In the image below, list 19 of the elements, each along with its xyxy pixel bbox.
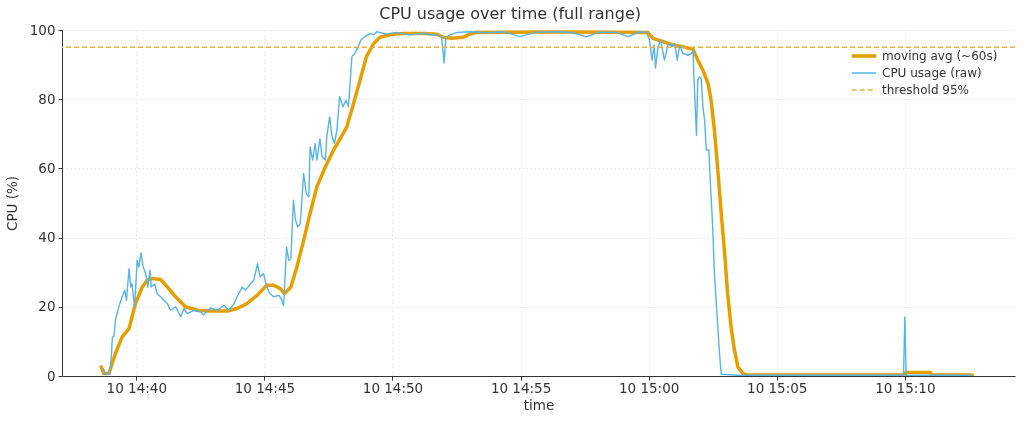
x-tick-label: 10 14:55 (490, 379, 552, 396)
x-axis-title: time (523, 397, 555, 413)
y-tick-label: 60 (38, 159, 56, 176)
y-tick-label: 80 (38, 90, 56, 107)
x-tick-label: 10 15:10 (875, 379, 936, 396)
legend-label: moving avg (~60s) (882, 49, 998, 63)
x-tick-label: 10 15:05 (747, 379, 808, 396)
x-tick-label: 10 15:00 (618, 379, 680, 396)
y-axis-title: CPU (%) (3, 175, 20, 232)
chart-title: CPU usage over time (full range) (379, 4, 641, 23)
legend-label: threshold 95% (882, 83, 969, 97)
x-tick-label: 10 14:50 (362, 379, 424, 396)
y-tick-label: 0 (46, 367, 56, 384)
x-tick-label: 10 14:45 (234, 379, 296, 396)
legend-label: CPU usage (raw) (882, 66, 982, 80)
y-tick-label: 20 (38, 298, 56, 315)
y-tick-label: 100 (29, 21, 56, 38)
y-tick-label: 40 (38, 229, 56, 246)
x-tick-label: 10 14:40 (106, 379, 167, 396)
